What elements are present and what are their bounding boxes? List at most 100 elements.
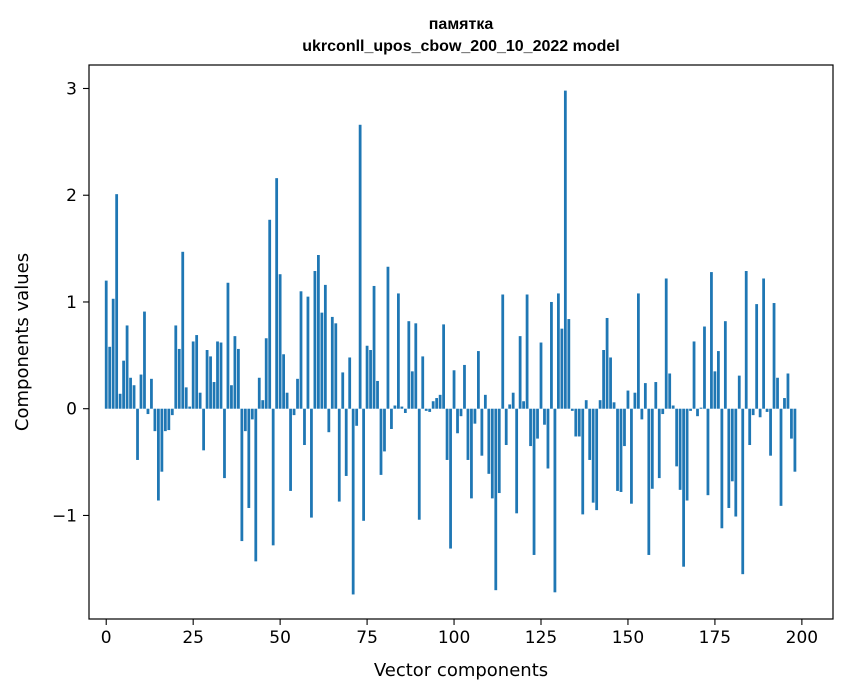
- bar: [678, 408, 682, 490]
- bar: [365, 345, 369, 409]
- bar: [584, 400, 588, 409]
- bar: [643, 383, 647, 409]
- bar: [515, 408, 519, 514]
- bar: [306, 296, 310, 409]
- bar: [626, 390, 630, 409]
- bar: [463, 364, 466, 409]
- bar: [296, 378, 299, 409]
- bar: [609, 357, 612, 409]
- bar: [668, 373, 672, 409]
- bars-group: [104, 90, 797, 595]
- bar: [783, 398, 786, 409]
- bar: [793, 408, 797, 472]
- bar: [459, 408, 463, 417]
- bar: [605, 317, 609, 409]
- bar: [640, 408, 644, 420]
- y-tick-label: 2: [66, 186, 77, 206]
- bar: [237, 348, 240, 409]
- x-tick-label: 200: [786, 628, 818, 648]
- bar: [717, 351, 720, 409]
- bar: [358, 124, 362, 409]
- bar: [699, 407, 703, 409]
- bar: [522, 401, 525, 409]
- bar: [623, 408, 626, 447]
- bar: [181, 251, 185, 409]
- bar: [560, 328, 564, 409]
- bar: [400, 406, 404, 409]
- bar: [779, 408, 783, 506]
- bar: [776, 377, 779, 409]
- bar: [348, 357, 352, 409]
- bar: [480, 408, 484, 456]
- bar: [595, 408, 599, 511]
- bar: [765, 408, 769, 412]
- bar: [744, 271, 748, 409]
- bar: [150, 378, 153, 409]
- bar: [477, 351, 480, 409]
- bar: [536, 408, 539, 439]
- x-tick-label: 125: [525, 628, 557, 648]
- bar: [577, 408, 581, 437]
- bar: [376, 380, 379, 409]
- bar: [111, 298, 115, 409]
- bar: [157, 408, 160, 501]
- bar: [351, 408, 355, 595]
- bar: [362, 408, 365, 521]
- bar: [748, 408, 752, 446]
- x-tick-label: 100: [438, 628, 470, 648]
- y-tick-label: −1: [52, 506, 77, 526]
- y-axis-label: Components values: [12, 253, 33, 431]
- bar: [723, 321, 727, 409]
- bar: [790, 408, 793, 439]
- bar: [612, 402, 616, 409]
- bar: [223, 408, 226, 479]
- bar: [313, 271, 317, 409]
- bar: [310, 408, 313, 518]
- bar: [136, 408, 139, 460]
- bar: [570, 408, 574, 411]
- bar: [550, 301, 553, 409]
- x-axis-label: Vector components: [374, 660, 548, 681]
- bar: [390, 408, 393, 429]
- bar: [337, 408, 341, 502]
- bar: [212, 382, 216, 409]
- bar: [320, 312, 324, 409]
- bar: [202, 408, 205, 451]
- bar: [303, 408, 306, 446]
- bar: [525, 294, 529, 409]
- bar: [543, 408, 546, 425]
- bar: [243, 408, 247, 432]
- bar: [167, 408, 171, 431]
- bar: [407, 321, 411, 409]
- y-tick-label: 0: [66, 400, 77, 420]
- bar: [139, 374, 143, 409]
- bar: [254, 408, 258, 562]
- bar: [369, 350, 372, 409]
- bar: [372, 285, 376, 409]
- x-tick-label: 0: [101, 628, 112, 648]
- bar: [435, 398, 439, 409]
- bar: [647, 408, 651, 555]
- bar: [518, 336, 522, 409]
- bar: [191, 341, 195, 409]
- bar: [581, 408, 585, 515]
- chart-title-line-2: ukrconll_upos_cbow_200_10_2022 model: [302, 38, 619, 55]
- bar: [755, 304, 759, 409]
- bar: [696, 408, 699, 417]
- bar: [703, 326, 706, 409]
- bar: [195, 335, 199, 409]
- y-tick-label: 1: [66, 293, 77, 313]
- bar: [466, 408, 470, 460]
- bar: [431, 401, 435, 409]
- bar: [511, 392, 515, 409]
- bar: [261, 400, 265, 409]
- bar: [508, 404, 512, 409]
- bar: [403, 408, 407, 413]
- bar: [132, 385, 136, 409]
- bar: [494, 408, 498, 591]
- bar: [143, 311, 146, 409]
- bar: [633, 392, 637, 409]
- bar: [685, 408, 689, 501]
- bar: [129, 377, 132, 409]
